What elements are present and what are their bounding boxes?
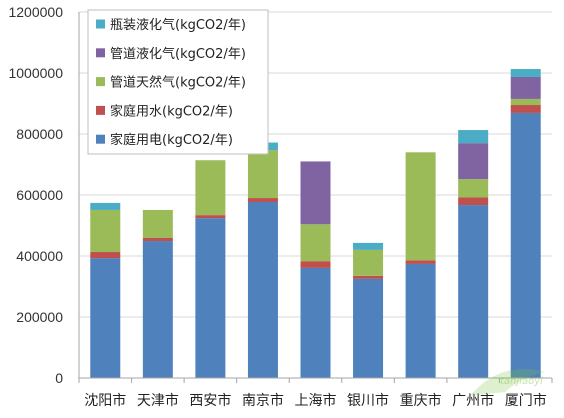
legend-swatch bbox=[96, 77, 105, 87]
legend-box bbox=[87, 9, 269, 155]
bar-segment bbox=[510, 69, 541, 77]
bar-segment bbox=[510, 105, 541, 113]
y-tick-label: 600000 bbox=[16, 187, 63, 203]
x-tick-label: 广州市 bbox=[452, 392, 494, 409]
legend-swatch bbox=[96, 105, 105, 115]
bar-segment bbox=[247, 202, 278, 378]
x-tick-label: 沈阳市 bbox=[84, 392, 126, 409]
bar-segment bbox=[195, 160, 226, 216]
bar-segment bbox=[142, 238, 173, 242]
bar-segment bbox=[510, 98, 541, 106]
bar-segment bbox=[458, 179, 489, 198]
bar-segment bbox=[90, 202, 121, 210]
legend-label: 管道天然气(kgCO2/年) bbox=[110, 75, 246, 91]
x-tick-label: 天津市 bbox=[137, 392, 179, 409]
bar-segment bbox=[458, 143, 489, 180]
watermark-swoosh bbox=[470, 369, 545, 396]
y-tick-label: 1000000 bbox=[8, 65, 63, 81]
bar-segment bbox=[300, 261, 331, 268]
legend-label: 管道液化气(kgCO2/年) bbox=[110, 46, 246, 62]
watermark-text: tanjiaoyi bbox=[500, 376, 543, 387]
bar-segment bbox=[300, 161, 331, 225]
y-tick-label: 800000 bbox=[16, 126, 63, 142]
bar-segment bbox=[300, 267, 331, 378]
bar-segment bbox=[142, 241, 173, 378]
y-tick-label: 1200000 bbox=[8, 4, 63, 20]
bar-segment bbox=[458, 197, 489, 206]
bar-segment bbox=[353, 278, 384, 378]
legend-label: 瓶装液化气(kgCO2/年) bbox=[110, 17, 246, 33]
bar-segment bbox=[90, 258, 121, 378]
legend-label: 家庭用水(kgCO2/年) bbox=[110, 103, 233, 119]
x-tick-label: 上海市 bbox=[295, 392, 337, 409]
legend-swatch bbox=[96, 134, 105, 144]
legend: 瓶装液化气(kgCO2/年) 管道液化气(kgCO2/年) 管道天然气(kgCO2/… bbox=[87, 9, 269, 155]
bar-segment bbox=[90, 209, 121, 253]
bar-segment bbox=[195, 218, 226, 378]
y-tick-label: 0 bbox=[55, 370, 63, 386]
x-tick-label: 银川市 bbox=[347, 392, 389, 409]
x-tick-label: 西安市 bbox=[189, 392, 231, 409]
bar-segment bbox=[353, 242, 384, 250]
bar-segment bbox=[405, 152, 436, 261]
y-tick-label: 200000 bbox=[16, 309, 63, 325]
x-axis: 沈阳市 天津市 西安市 南京市 上海市 银川市 重庆市 广州市 厦门市 bbox=[78, 377, 553, 409]
bar-segment bbox=[458, 205, 489, 378]
x-tick-label: 南京市 bbox=[242, 392, 284, 409]
bar-segment bbox=[353, 249, 384, 276]
bar-segment bbox=[247, 198, 278, 203]
legend-label: 家庭用电(kgCO2/年) bbox=[110, 132, 233, 148]
legend-swatch bbox=[96, 48, 105, 58]
bar-segment bbox=[458, 130, 489, 144]
bar-segment bbox=[247, 150, 278, 199]
legend-swatch bbox=[96, 19, 105, 29]
bar-segment bbox=[90, 252, 121, 259]
bar-segment bbox=[195, 215, 226, 219]
y-tick-label: 400000 bbox=[16, 248, 63, 264]
bar-series bbox=[90, 69, 541, 378]
bar-segment bbox=[300, 224, 331, 262]
x-tick-label: 厦门市 bbox=[505, 392, 547, 409]
bar-segment bbox=[142, 209, 173, 239]
y-axis: 0 200000 400000 600000 800000 1000000 1200000 bbox=[8, 4, 80, 386]
bar-segment bbox=[405, 260, 436, 264]
watermark: tanjiaoyi bbox=[470, 369, 545, 396]
bar-segment bbox=[510, 112, 541, 378]
x-tick-label: 重庆市 bbox=[400, 392, 442, 409]
bar-segment bbox=[405, 263, 436, 378]
bar-segment bbox=[353, 275, 384, 279]
bar-segment bbox=[510, 76, 541, 99]
